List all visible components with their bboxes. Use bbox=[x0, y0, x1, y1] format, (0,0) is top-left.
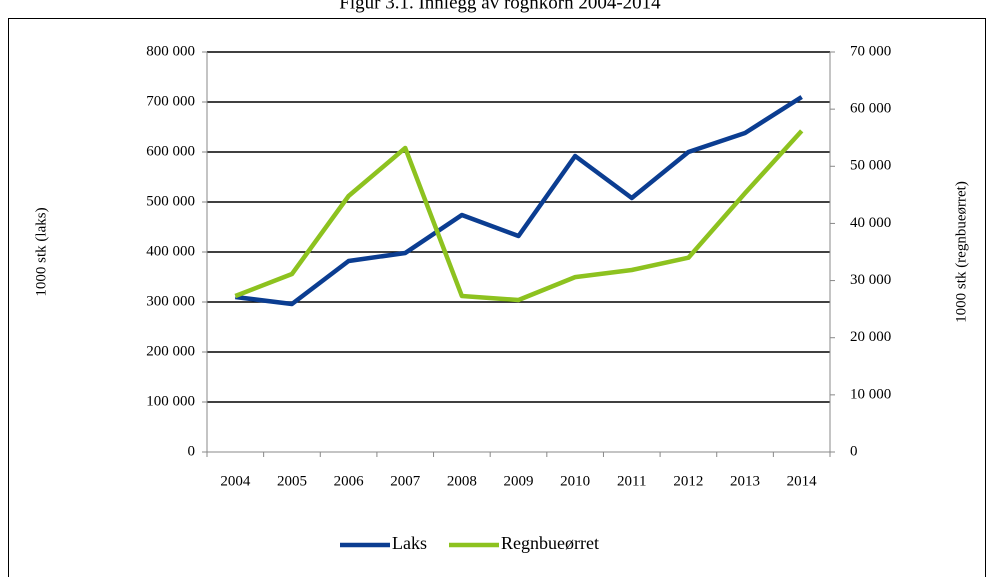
legend-label: Regnbueørret bbox=[501, 533, 599, 553]
y-tick-label: 400 000 bbox=[146, 243, 195, 259]
y2-tick-label: 40 000 bbox=[850, 215, 891, 231]
y2-tick-label: 20 000 bbox=[850, 329, 891, 345]
line-series bbox=[235, 95, 803, 307]
y-tick-label: 200 000 bbox=[146, 343, 195, 359]
y2-tick-label: 50 000 bbox=[850, 158, 891, 174]
legend-label: Laks bbox=[392, 533, 427, 553]
y-tick-label: 0 bbox=[188, 443, 196, 459]
chart-border bbox=[8, 18, 986, 577]
x-tick-label: 2008 bbox=[447, 473, 477, 489]
x-tick-label: 2011 bbox=[617, 473, 646, 489]
y2-tick-label: 0 bbox=[850, 443, 858, 459]
x-tick-label: 2014 bbox=[787, 473, 818, 489]
y2-tick-label: 10 000 bbox=[850, 386, 891, 402]
y-tick-label: 100 000 bbox=[146, 393, 195, 409]
x-tick-label: 2010 bbox=[560, 473, 590, 489]
y-axis-label: 1000 stk (laks) bbox=[33, 207, 49, 296]
x-tick-label: 2009 bbox=[504, 473, 534, 489]
y-tick-label: 500 000 bbox=[146, 193, 195, 209]
x-tick-label: 2005 bbox=[277, 473, 307, 489]
x-tick-label: 2007 bbox=[390, 473, 421, 489]
y2-axis-label: 1000 stk (regnbueørret) bbox=[953, 181, 969, 323]
y-tick-label: 700 000 bbox=[146, 93, 195, 109]
chart-title: Figur 3.1. Innlegg av rognkorn 2004-2014 bbox=[339, 0, 661, 13]
y-tick-label: 800 000 bbox=[146, 43, 195, 59]
x-tick-label: 2013 bbox=[730, 473, 760, 489]
x-tick-label: 2012 bbox=[673, 473, 703, 489]
y-tick-label: 300 000 bbox=[146, 293, 195, 309]
y-tick-label: 600 000 bbox=[146, 143, 195, 159]
x-tick-label: 2006 bbox=[334, 473, 365, 489]
x-tick-label: 2004 bbox=[220, 473, 251, 489]
y2-tick-label: 60 000 bbox=[850, 101, 891, 117]
line-series bbox=[234, 129, 804, 303]
y2-tick-label: 30 000 bbox=[850, 272, 891, 288]
y2-tick-label: 70 000 bbox=[850, 43, 891, 59]
